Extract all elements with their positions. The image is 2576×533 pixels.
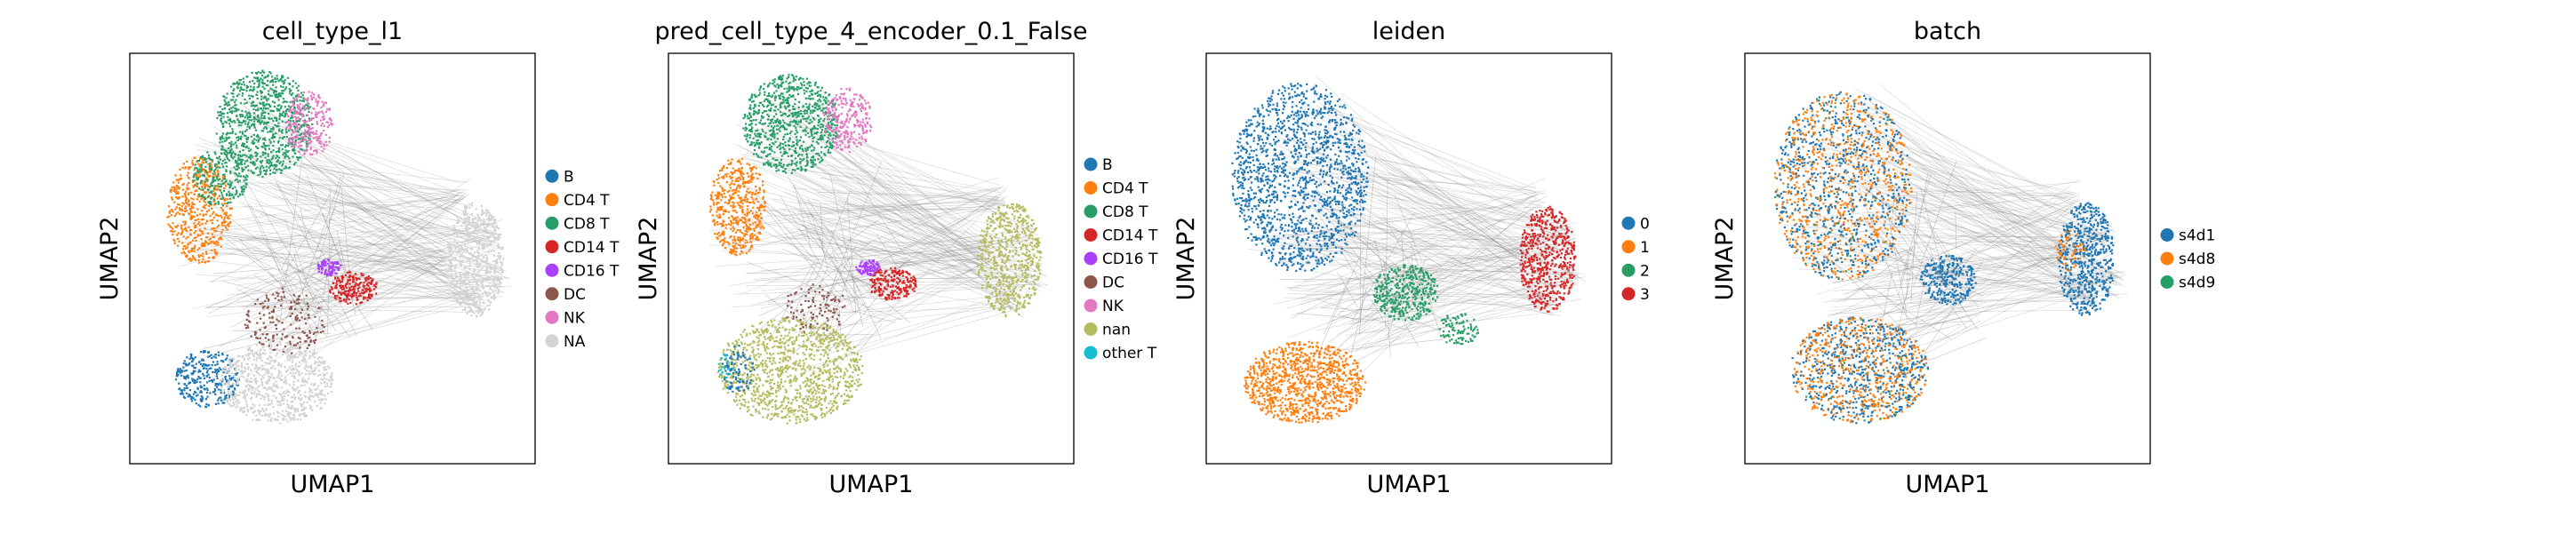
umap-points [166,69,505,425]
legend-marker [1621,240,1636,254]
legend-marker [545,334,559,348]
legend-marker [545,263,559,277]
legend-marker [1621,263,1636,277]
panel-title: leiden [1372,18,1445,45]
panel-title: cell_type_l1 [262,18,403,45]
legend: B CD4 T CD8 T CD14 T CD16 T DC NK NA [545,168,620,351]
legend-label: CD4 T [564,192,610,210]
legend-label: s4d9 [2179,274,2215,292]
legend-marker [545,169,559,183]
legend-marker [1084,228,1098,242]
legend-marker [545,310,559,324]
x-axis-label: UMAP1 [1906,471,1990,498]
legend-label: s4d1 [2179,227,2215,245]
legend-label: DC [564,286,586,304]
legend-label: CD8 T [564,215,610,233]
legend-marker [1084,157,1098,171]
legend-label: DC [1102,274,1124,292]
legend-marker [1621,287,1636,301]
x-axis-label: UMAP1 [291,471,375,498]
legend-label: CD14 T [1102,227,1158,245]
legend-label: 1 [1640,239,1650,257]
legend-label: s4d8 [2179,251,2215,268]
axes-frame [668,52,1075,465]
panel-title: batch [1914,18,1981,45]
axes-frame [1205,52,1612,465]
y-axis-label: UMAP2 [635,217,662,301]
legend-label: NA [564,333,586,351]
legend-marker [545,287,559,301]
axes-frame [1744,52,2151,465]
legend-marker [1621,216,1636,230]
legend: s4d1 s4d8 s4d9 [2160,227,2215,292]
umap-points [708,74,1043,425]
legend-label: B [1102,156,1113,174]
legend-marker [545,216,559,230]
umap-panel-2: pred_cell_type_4_encoder_0.1_False UMAP1 U… [635,18,1158,498]
x-axis-label: UMAP1 [829,471,914,498]
legend-marker [1084,181,1098,195]
legend-label: 0 [1640,215,1650,233]
legend-label: nan [1102,322,1131,339]
x-axis-label: UMAP1 [1367,471,1452,498]
umap-points [1773,91,2115,425]
umap-edges-local [203,157,373,358]
legend-label: CD16 T [1102,251,1158,268]
legend-label: CD4 T [1102,180,1148,198]
legend-marker [1084,275,1098,289]
umap-panel-3: leiden UMAP1 UMAP2 0 1 2 3 [1172,18,1650,498]
legend-marker [1084,251,1098,266]
legend-marker [545,193,559,207]
legend-label: CD14 T [564,239,620,257]
legend-label: 2 [1640,262,1650,280]
y-axis-label: UMAP2 [1172,217,1200,301]
legend-label: other T [1102,345,1157,362]
umap-panel-4: batch UMAP1 UMAP2 s4d1 s4d8 s4d9 [1711,18,2215,498]
umap-panel-1: cell_type_l1 UMAP1 UMAP2 B CD4 T CD8 T CD14 T C… [96,18,620,498]
legend: B CD4 T CD8 T CD14 T CD16 T DC NK nan other T [1084,156,1158,362]
legend-marker [2160,251,2174,266]
legend-label: CD8 T [1102,203,1148,221]
legend-marker [1084,322,1098,336]
legend-marker [1084,346,1098,360]
y-axis-label: UMAP2 [96,217,124,301]
legend-label: CD16 T [564,262,620,280]
legend: 0 1 2 3 [1621,215,1650,304]
y-axis-label: UMAP2 [1711,217,1739,301]
panel-title: pred_cell_type_4_encoder_0.1_False [654,18,1087,45]
legend-marker [1084,204,1098,219]
legend-label: 3 [1640,286,1650,304]
legend-label: NK [564,309,586,327]
legend-label: NK [1102,298,1124,315]
legend-marker [2160,228,2174,242]
axes-frame [129,52,536,465]
legend-marker [1084,298,1098,313]
legend-marker [545,240,559,254]
legend-label: B [564,168,574,186]
legend-marker [2160,275,2174,289]
umap-points [1231,83,1577,424]
